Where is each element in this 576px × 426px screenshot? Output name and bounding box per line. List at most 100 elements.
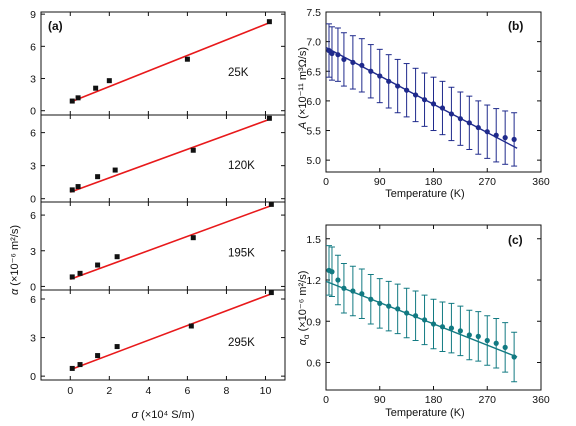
y-tick-label: 9 xyxy=(30,9,36,21)
x-tick-label: 360 xyxy=(532,394,550,406)
panel-c-xlabel: Temperature (K) xyxy=(385,407,464,419)
y-tick-label: 6.5 xyxy=(306,66,321,78)
fit-line xyxy=(325,280,518,358)
data-point xyxy=(475,124,481,131)
data-point xyxy=(466,332,472,338)
fit-line xyxy=(70,118,270,193)
y-tick-label: 6 xyxy=(30,210,36,222)
panel-a-x-axis: 0 2 4 6 8 10 xyxy=(67,385,271,397)
data-point xyxy=(412,92,419,98)
panel-a-xlabel-symbol: σ xyxy=(131,409,138,421)
data-point xyxy=(95,262,101,268)
data-point xyxy=(439,105,446,111)
data-point xyxy=(69,274,75,280)
x-tick-label: 8 xyxy=(224,385,230,397)
data-point xyxy=(484,129,490,135)
data-point xyxy=(188,323,194,329)
data-point xyxy=(395,306,401,312)
panel-b-ylabel-unit: (×10⁻¹¹ m³Ω/s) xyxy=(297,47,309,122)
data-point xyxy=(395,83,401,89)
data-point xyxy=(184,56,190,62)
x-tick-label: 180 xyxy=(425,176,443,188)
panel-b-ylabel-symbol: A xyxy=(297,122,309,130)
data-point xyxy=(268,290,274,296)
panel-a-xlabel-unit: (×10⁴ S/m) xyxy=(138,409,194,421)
panel-a-xlabel: σ (×10⁴ S/m) xyxy=(131,409,194,421)
panel-a-subplot-295k: 0 3 6 295K xyxy=(30,289,286,383)
panel-b-ylabel: A (×10⁻¹¹ m³Ω/s) xyxy=(297,47,309,130)
data-point xyxy=(484,337,490,344)
data-point xyxy=(430,321,437,327)
data-point xyxy=(95,174,101,180)
data-point xyxy=(493,340,499,346)
data-point xyxy=(69,187,75,193)
fit-line xyxy=(70,204,272,281)
data-point xyxy=(359,62,365,68)
data-point xyxy=(412,313,419,319)
subplot-frame xyxy=(40,289,286,381)
data-point xyxy=(457,328,463,334)
data-point xyxy=(421,97,428,103)
y-tick-label: 6 xyxy=(30,128,36,140)
data-point xyxy=(266,115,272,121)
panel-a-subplot-25k: 0 3 6 9 25K xyxy=(30,9,286,118)
data-point xyxy=(75,184,81,190)
x-tick-label: 2 xyxy=(106,385,112,397)
fit-line xyxy=(69,293,272,371)
x-tick-label: 180 xyxy=(425,394,443,406)
data-point xyxy=(77,362,83,368)
panel-c-ylabel-symbol: α xyxy=(297,338,309,345)
data-point xyxy=(112,167,118,173)
data-point xyxy=(341,56,347,63)
data-point xyxy=(350,59,356,65)
x-tick-label: 10 xyxy=(260,385,272,397)
data-point xyxy=(190,147,196,153)
data-point xyxy=(350,288,356,294)
data-point xyxy=(368,68,374,74)
data-point xyxy=(335,277,341,283)
data-point xyxy=(493,132,499,138)
data-point xyxy=(341,285,347,291)
data-point xyxy=(266,19,272,25)
panel-b-xlabel: Temperature (K) xyxy=(385,188,464,200)
data-point xyxy=(329,50,335,57)
temperature-label: 25K xyxy=(228,67,249,79)
panel-b: 5.0 5.5 6.0 6.5 7.0 7.5 0 90 180 270 360 xyxy=(306,7,550,188)
data-point xyxy=(439,324,446,330)
data-point xyxy=(386,303,392,309)
data-point xyxy=(457,116,463,122)
fit-line xyxy=(69,21,270,103)
temperature-label: 195K xyxy=(228,248,255,260)
x-tick-label: 6 xyxy=(184,385,190,397)
temperature-label: 120K xyxy=(228,160,255,172)
data-point xyxy=(466,120,472,126)
panel-a-ylabel-symbol: α xyxy=(9,288,21,295)
data-point xyxy=(77,270,83,276)
data-point xyxy=(69,98,75,104)
panel-a-subplot-195k: 0 3 6 195K xyxy=(30,201,286,293)
y-tick-label: 7.0 xyxy=(306,37,321,49)
y-tick-label: 1.5 xyxy=(306,234,321,246)
y-tick-label: 6 xyxy=(30,294,36,306)
y-tick-label: 1.2 xyxy=(306,275,321,287)
data-point xyxy=(502,344,508,350)
x-tick-label: 360 xyxy=(532,176,550,188)
x-tick-label: 270 xyxy=(478,394,496,406)
y-tick-label: 0 xyxy=(30,194,36,206)
panel-c-label: (c) xyxy=(508,233,523,247)
data-point xyxy=(502,135,508,141)
data-point xyxy=(368,296,374,302)
data-point xyxy=(114,344,120,350)
y-tick-label: 0 xyxy=(30,371,36,383)
x-tick-label: 270 xyxy=(478,176,496,188)
panel-a-ylabel: α (×10⁻⁶ m²/s) xyxy=(9,225,21,295)
panel-c-ylabel: αα (×10⁻⁶ m²/s) xyxy=(297,271,311,346)
x-tick-label: 0 xyxy=(67,385,73,397)
panel-a-ylabel-unit: (×10⁻⁶ m²/s) xyxy=(9,225,21,289)
data-point xyxy=(511,354,517,360)
data-point xyxy=(421,317,428,323)
data-point xyxy=(404,310,410,316)
y-tick-label: 0 xyxy=(30,106,36,118)
x-tick-label: 0 xyxy=(323,394,329,406)
data-point xyxy=(404,87,410,93)
